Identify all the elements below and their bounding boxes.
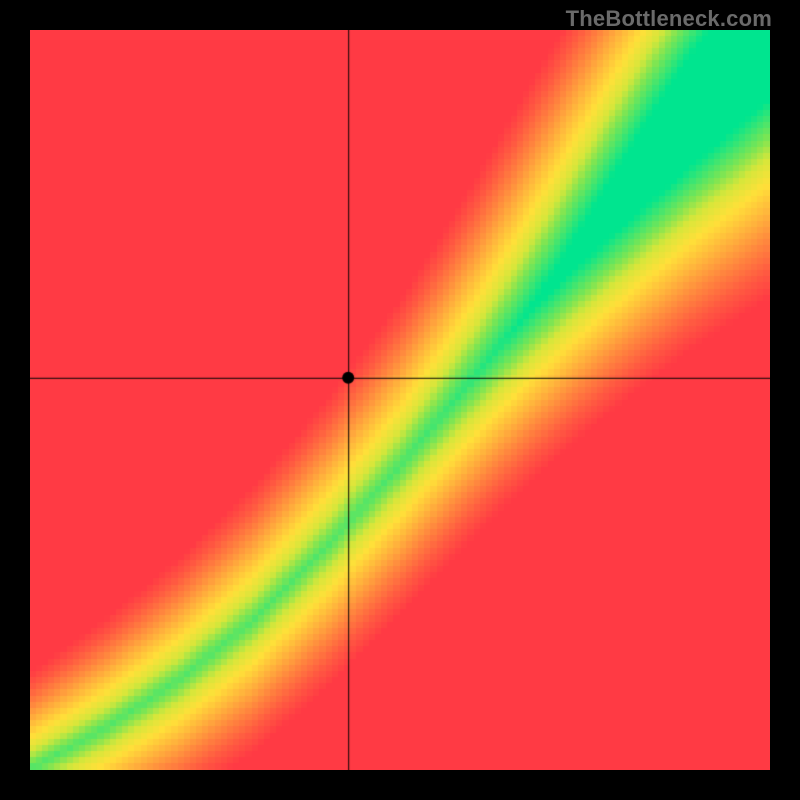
outer-frame: TheBottleneck.com: [0, 0, 800, 800]
watermark-text: TheBottleneck.com: [566, 6, 772, 32]
bottleneck-heatmap: [30, 30, 770, 770]
